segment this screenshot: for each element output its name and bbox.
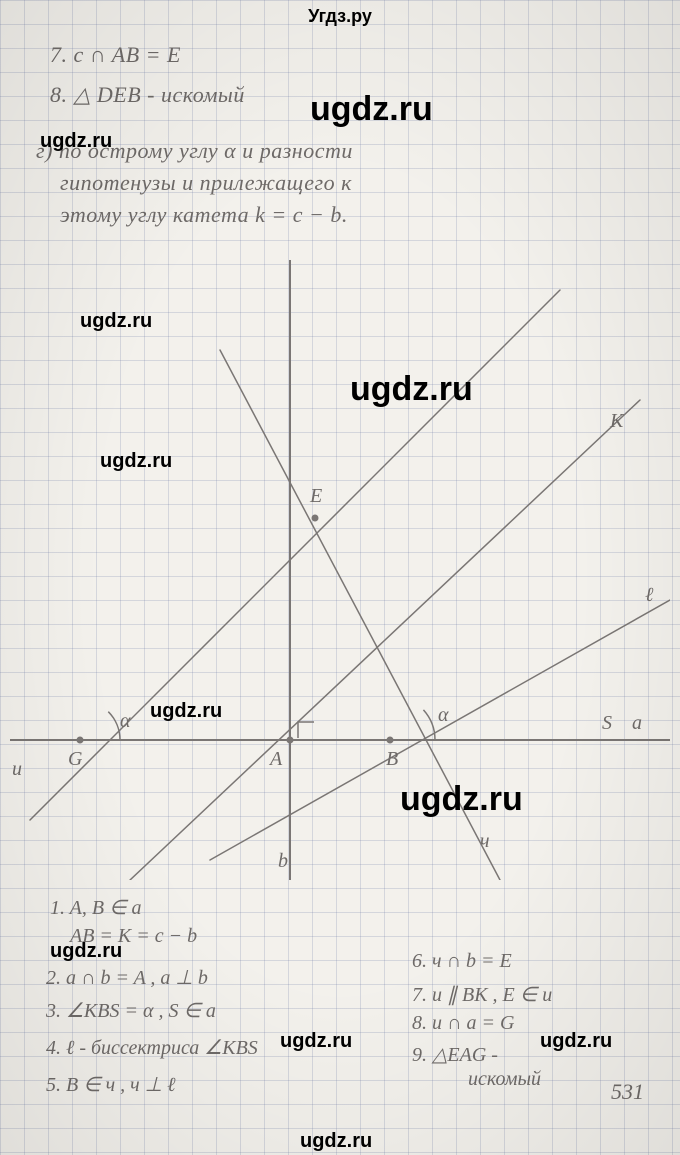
line-g2: гипотенузы и прилежащего к: [60, 170, 352, 196]
watermark: ugdz.ru: [300, 1130, 372, 1153]
step-7: 7. u ∥ BK , E ∈ u: [412, 982, 552, 1007]
watermark: ugdz.ru: [280, 1030, 352, 1053]
label-A: A: [270, 748, 282, 771]
step-4: 4. ℓ - биссектриса ∠KBS: [46, 1035, 258, 1060]
label-S: S: [602, 712, 612, 735]
watermark: ugdz.ru: [50, 940, 122, 963]
geometry-diagram: E K ℓ S a B A G u b ч α α: [10, 260, 670, 880]
label-alpha-b: α: [438, 704, 449, 727]
label-B: B: [386, 748, 398, 771]
watermark: ugdz.ru: [100, 450, 172, 473]
label-E: E: [310, 485, 322, 508]
label-ch: ч: [480, 830, 490, 853]
watermark: ugdz.ru: [40, 130, 112, 153]
line-7: 7. c ∩ AB = E: [50, 42, 181, 68]
label-a: a: [632, 712, 642, 735]
watermark: ugdz.ru: [400, 780, 523, 819]
step-9b: искомый: [468, 1068, 541, 1091]
line-g3: этому углу катета k = c − b.: [60, 202, 348, 228]
step-2: 2. a ∩ b = A , a ⊥ b: [46, 965, 208, 990]
watermark: ugdz.ru: [310, 90, 433, 129]
watermark: ugdz.ru: [150, 700, 222, 723]
diagram-svg: [10, 260, 670, 880]
label-K: K: [610, 410, 623, 433]
watermark: ugdz.ru: [350, 370, 473, 409]
page-number: 531: [611, 1079, 644, 1105]
step-1a: 1. A, B ∈ a: [50, 895, 142, 920]
watermark: ugdz.ru: [540, 1030, 612, 1053]
step-3: 3. ∠KBS = α , S ∈ a: [46, 998, 216, 1023]
label-l: ℓ: [645, 584, 653, 607]
label-u: u: [12, 758, 22, 781]
site-header: Угдз.ру: [308, 6, 372, 27]
step-6: 6. ч ∩ b = E: [412, 950, 512, 973]
step-5: 5. B ∈ ч , ч ⊥ ℓ: [46, 1072, 175, 1097]
step-8: 8. u ∩ a = G: [412, 1012, 514, 1035]
line-8: 8. △ DEB - искомый: [50, 82, 245, 108]
label-G: G: [68, 748, 82, 771]
step-9a: 9. △EAG -: [412, 1042, 498, 1067]
label-alpha-g: α: [120, 710, 131, 733]
watermark: ugdz.ru: [80, 310, 152, 333]
label-b: b: [278, 850, 288, 873]
